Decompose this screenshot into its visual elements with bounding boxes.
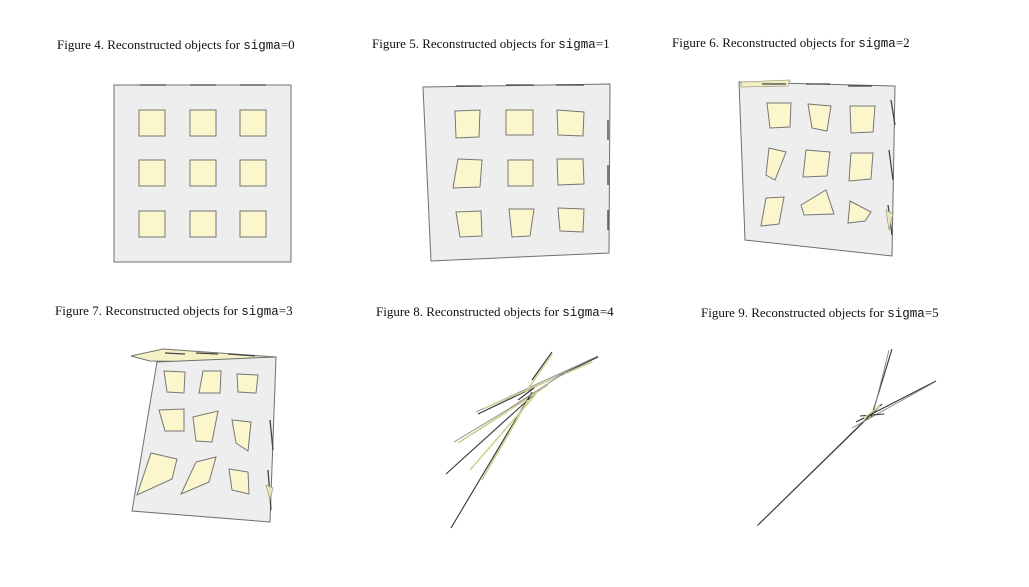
figure-4-image [113,84,292,263]
figure-8-image [445,351,599,529]
figure-6-image [738,79,896,257]
figure-4-caption: Figure 4. Reconstructed objects for sigm… [57,37,295,53]
figure-7-caption: Figure 7. Reconstructed objects for sigm… [55,303,293,319]
figure-5-image [422,83,611,262]
figure-6-caption: Figure 6. Reconstructed objects for sigm… [672,35,910,51]
figure-7-image [130,348,277,523]
figure-8-caption: Figure 8. Reconstructed objects for sigm… [376,304,614,320]
figure-5-caption: Figure 5. Reconstructed objects for sigm… [372,36,610,52]
figure-9-image [756,348,937,527]
figure-9-caption: Figure 9. Reconstructed objects for sigm… [701,305,939,321]
